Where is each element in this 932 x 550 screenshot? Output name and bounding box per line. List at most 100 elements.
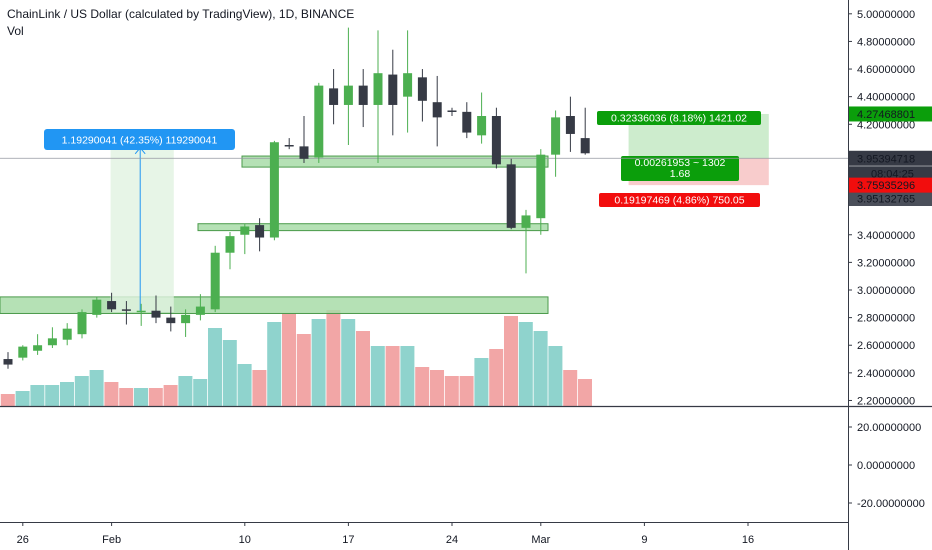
volume-bar xyxy=(0,394,15,406)
price-tick-label: 4.20000000 xyxy=(857,119,915,131)
time-tick-label: 17 xyxy=(342,534,354,546)
candle-body xyxy=(462,111,472,133)
candle-body xyxy=(565,116,575,134)
candle-body xyxy=(181,314,191,324)
volume-bar xyxy=(430,370,444,406)
price-tick-label: 4.80000000 xyxy=(857,36,915,48)
volume-bar xyxy=(148,388,163,406)
candle-body xyxy=(551,117,561,155)
candle-body xyxy=(284,145,294,147)
volume-bar xyxy=(15,391,30,406)
candle-body xyxy=(3,359,13,365)
position-stop-label: 0.19197469 (4.86%) 750.05 xyxy=(614,195,744,207)
candle-body xyxy=(358,85,368,105)
candle-body xyxy=(255,225,265,238)
candle-body xyxy=(329,88,339,105)
candle-body xyxy=(506,164,516,228)
candle-body xyxy=(225,236,235,253)
volume-bar xyxy=(504,316,518,406)
volume-indicator-label[interactable]: Vol xyxy=(7,24,24,38)
price-tick-label: 2.60000000 xyxy=(857,340,915,352)
position-stop-label-bg xyxy=(599,193,760,207)
volume-bar xyxy=(60,382,74,406)
position-center-label-bg xyxy=(621,156,739,181)
volume-bar xyxy=(474,358,489,406)
candle-body xyxy=(166,317,176,324)
volume-bar xyxy=(178,376,193,406)
volume-bar xyxy=(326,310,341,406)
candle-body xyxy=(580,138,590,154)
volume-bar xyxy=(415,367,430,406)
entry-price-label: 3.95132765 xyxy=(857,194,915,206)
candle-body xyxy=(240,226,250,235)
stop-price-label-bg xyxy=(849,177,932,193)
measure-label-bg xyxy=(44,129,235,150)
chart-header: ChainLink / US Dollar (calculated by Tra… xyxy=(7,7,354,38)
volume-bar xyxy=(193,379,208,406)
candle-body xyxy=(151,310,161,318)
price-tick-label: 2.20000000 xyxy=(857,395,915,407)
candle-body xyxy=(373,73,383,105)
candle-body xyxy=(432,102,442,118)
candle-body xyxy=(417,77,427,101)
volume-tick-label: 0.00000000 xyxy=(857,460,915,472)
volume-bar xyxy=(578,379,592,406)
volume-bar xyxy=(30,385,45,406)
candle-body xyxy=(343,85,353,105)
countdown-label-bg xyxy=(849,166,932,181)
volume-bar xyxy=(311,319,326,406)
volume-bar xyxy=(222,340,237,406)
candle-body xyxy=(388,74,398,105)
last-price-label: 3.95394718 xyxy=(857,153,915,165)
volume-bar xyxy=(237,364,252,406)
price-tick-label: 4.60000000 xyxy=(857,64,915,76)
position-target-label: 0.32336036 (8.18%) 1421.02 xyxy=(611,113,747,125)
position-center-label: 0.00261953 ~ 1302 xyxy=(635,157,726,169)
support-zone xyxy=(197,223,549,232)
stop-price-label: 3.75935296 xyxy=(857,180,915,192)
volume-bar xyxy=(282,313,296,406)
volume-bar xyxy=(533,331,548,406)
volume-bar xyxy=(252,370,267,406)
candle-body xyxy=(62,328,72,340)
time-tick-label: 10 xyxy=(239,534,251,546)
position-target-label-bg xyxy=(597,111,761,125)
time-tick-label: Feb xyxy=(102,534,121,546)
volume-bar xyxy=(267,322,282,406)
candle-body xyxy=(47,338,57,346)
candle-body xyxy=(210,252,220,310)
candle-body xyxy=(92,299,102,315)
last-price-label-bg xyxy=(849,150,932,166)
price-tick-label: 2.80000000 xyxy=(857,313,915,325)
measure-range xyxy=(110,147,174,313)
entry-price-label-bg xyxy=(849,191,932,206)
volume-bar xyxy=(104,382,119,406)
candle-body xyxy=(477,116,487,136)
countdown-label: 08:04:25 xyxy=(871,168,914,180)
candle-body xyxy=(314,85,324,158)
candle-body xyxy=(447,110,457,112)
price-tick-label: 5.00000000 xyxy=(857,9,915,21)
volume-bar xyxy=(163,385,178,406)
volume-bar xyxy=(548,346,563,406)
candle-body xyxy=(269,142,279,238)
time-tick-label: 26 xyxy=(17,534,29,546)
volume-bar xyxy=(563,370,578,406)
volume-bar xyxy=(45,385,60,406)
time-tick-label: 9 xyxy=(641,534,647,546)
price-tick-label: 3.00000000 xyxy=(857,285,915,297)
price-tick-label: 3.20000000 xyxy=(857,257,915,269)
chart-title: ChainLink / US Dollar (calculated by Tra… xyxy=(7,7,355,21)
measure-label: 1.19290041 (42.35%) 119290041 xyxy=(62,135,218,147)
time-tick-label: 24 xyxy=(446,534,458,546)
candle-body xyxy=(33,345,43,351)
volume-bar xyxy=(444,376,459,406)
volume-bar xyxy=(134,388,148,406)
price-tick-label: 3.40000000 xyxy=(857,230,915,242)
volume-bar xyxy=(518,322,533,406)
price-tick-label: 4.40000000 xyxy=(857,92,915,104)
volume-bar xyxy=(74,376,89,406)
candle-body xyxy=(77,312,87,335)
volume-bar xyxy=(341,319,356,406)
